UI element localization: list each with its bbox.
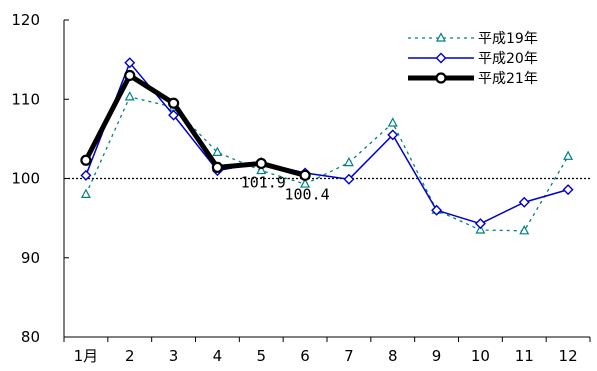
x-tick-label: 2 xyxy=(125,347,135,365)
legend-label: 平成20年 xyxy=(478,51,538,67)
x-tick-labels: 1月 2 3 4 5 6 7 8 9 10 11 12 xyxy=(64,337,590,365)
data-point xyxy=(257,159,266,168)
y-tick-label: 120 xyxy=(11,11,40,29)
x-tick-label: 3 xyxy=(169,347,179,365)
y-tick-label: 90 xyxy=(21,249,40,267)
data-point xyxy=(564,152,572,160)
data-label: 100.4 xyxy=(285,185,330,203)
series-1 xyxy=(82,92,572,233)
series-line xyxy=(86,97,568,231)
x-tick-label: 11 xyxy=(515,347,534,365)
x-tick-label: 8 xyxy=(388,347,398,365)
x-tick-label: 6 xyxy=(300,347,310,365)
y-tick-label: 110 xyxy=(11,90,40,108)
data-point xyxy=(301,171,310,180)
data-point xyxy=(476,219,485,228)
data-point xyxy=(125,71,134,80)
x-tick-label: 7 xyxy=(344,347,354,365)
data-point xyxy=(81,156,90,165)
series-3 xyxy=(81,71,309,180)
x-tick-label: 1月 xyxy=(74,347,99,365)
data-point xyxy=(345,158,353,166)
data-label: 101.9 xyxy=(241,173,286,191)
data-point xyxy=(213,163,222,172)
x-tick-label: 12 xyxy=(559,347,578,365)
x-tick-label: 10 xyxy=(471,347,490,365)
data-point xyxy=(520,198,529,207)
data-point xyxy=(520,226,528,234)
x-tick-label: 4 xyxy=(213,347,223,365)
data-point xyxy=(389,119,397,127)
y-tick-labels: 80 90 100 110 120 xyxy=(11,11,69,346)
data-point xyxy=(126,92,134,100)
legend-label: 平成21年 xyxy=(478,71,538,87)
legend-marker xyxy=(437,74,446,83)
y-tick-label: 80 xyxy=(21,328,40,346)
x-tick-label: 9 xyxy=(432,347,442,365)
data-point xyxy=(169,99,178,108)
x-tick-label: 5 xyxy=(256,347,266,365)
legend-label: 平成19年 xyxy=(478,31,538,47)
data-point xyxy=(564,185,573,194)
data-point xyxy=(82,190,90,198)
y-tick-label: 100 xyxy=(11,170,40,188)
